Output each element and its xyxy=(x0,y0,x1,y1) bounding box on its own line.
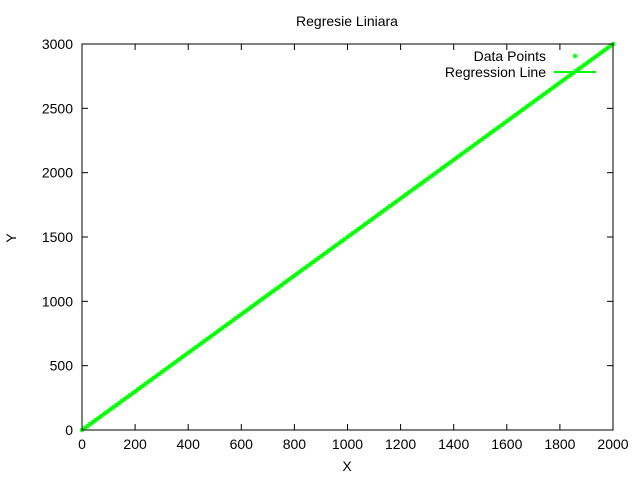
legend-point-sample xyxy=(572,53,578,59)
x-tick-label: 1400 xyxy=(438,436,469,452)
y-tick-label: 1000 xyxy=(42,293,73,309)
x-tick-label: 1800 xyxy=(544,436,575,452)
x-axis-label: X xyxy=(342,458,352,474)
x-tick-label: 1000 xyxy=(332,436,363,452)
x-tick-label: 200 xyxy=(123,436,147,452)
y-tick-label: 1500 xyxy=(42,229,73,245)
x-tick-label: 1200 xyxy=(385,436,416,452)
x-tick-label: 1600 xyxy=(491,436,522,452)
x-tick-label: 400 xyxy=(177,436,201,452)
x-tick-label: 0 xyxy=(78,436,86,452)
x-tick-label: 800 xyxy=(283,436,307,452)
y-tick-label: 500 xyxy=(50,358,74,374)
x-tick-label: 2000 xyxy=(597,436,628,452)
y-axis-label: Y xyxy=(3,233,19,243)
legend-point-stroke xyxy=(572,53,578,59)
x-tick-label: 600 xyxy=(230,436,254,452)
y-tick-label: 0 xyxy=(65,422,73,438)
legend-label: Regression Line xyxy=(445,64,546,80)
regression-line xyxy=(81,43,614,431)
y-tick-label: 2500 xyxy=(42,100,73,116)
y-tick-label: 3000 xyxy=(42,36,73,52)
y-tick-label: 2000 xyxy=(42,165,73,181)
legend-label: Data Points xyxy=(474,48,546,64)
chart-title: Regresie Liniara xyxy=(296,13,398,29)
